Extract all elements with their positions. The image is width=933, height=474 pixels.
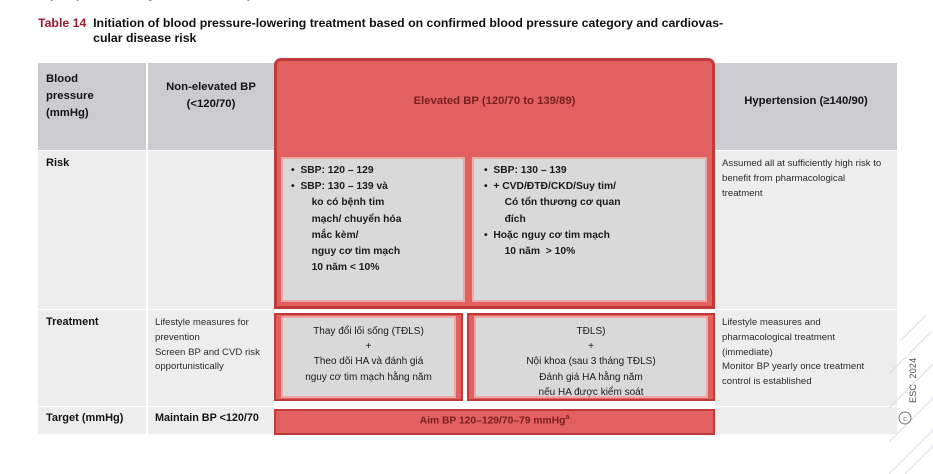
- svg-text:c: c: [903, 414, 907, 423]
